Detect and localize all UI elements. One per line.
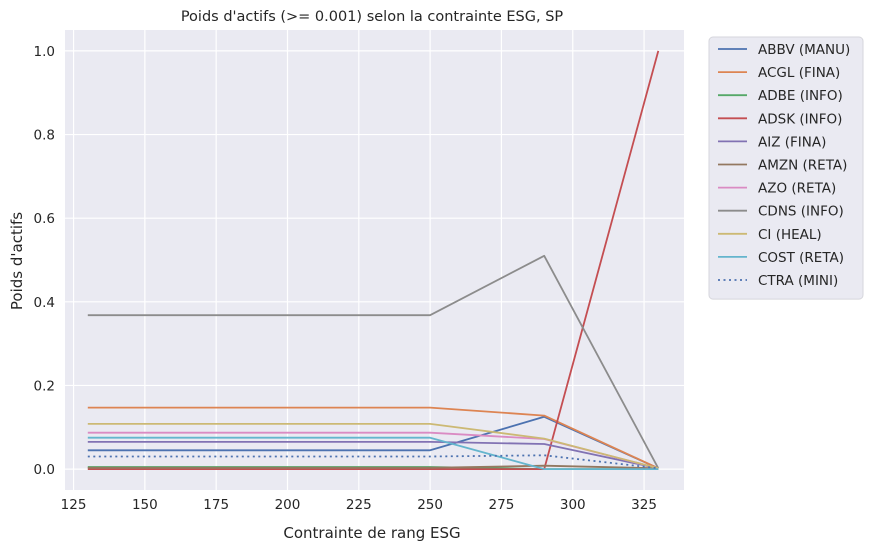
legend-label: ACGL (FINA) (758, 65, 840, 81)
legend-label: COST (RETA) (758, 250, 844, 266)
x-tick-label: 225 (346, 497, 372, 513)
y-tick-label: 0.8 (34, 128, 55, 144)
y-tick-label: 1.0 (34, 44, 55, 60)
series-line (87, 406, 659, 470)
axis-ticks: 125 150 175 200 225 250 275 300 325 0.0 0.2 0.4 0.6 0… (34, 44, 657, 513)
series-lines (87, 50, 660, 470)
legend: ABBV (MANU) ACGL (FINA) ADBE (INFO) ADSK (I… (708, 36, 864, 300)
legend-label: AMZN (RETA) (758, 158, 847, 174)
x-axis-label: Contrainte de rang ESG (283, 524, 460, 542)
x-tick-label: 175 (203, 497, 229, 513)
legend-label: CTRA (MINI) (758, 273, 838, 289)
legend-label: AZO (RETA) (758, 181, 836, 197)
y-tick-label: 0.2 (34, 378, 55, 394)
x-tick-label: 150 (132, 497, 158, 513)
x-tick-label: 200 (275, 497, 301, 513)
x-tick-label: 275 (489, 497, 515, 513)
plot-area (65, 30, 684, 490)
series-line (87, 464, 659, 470)
legend-label: CDNS (INFO) (758, 204, 844, 220)
series-line (87, 436, 659, 470)
legend-box (708, 36, 864, 300)
legend-label: ADBE (INFO) (758, 88, 843, 104)
series-line (87, 423, 659, 470)
legend-label: ABBV (MANU) (758, 42, 850, 58)
x-tick-label: 250 (417, 497, 443, 513)
grid-lines (65, 30, 684, 490)
chart-title: Poids d'actifs (>= 0.001) selon la contr… (181, 9, 564, 25)
x-tick-label: 125 (61, 497, 87, 513)
series-line (87, 441, 659, 470)
y-tick-label: 0.6 (34, 211, 55, 227)
series-line (87, 254, 660, 469)
series-line (87, 454, 659, 470)
legend-label: CI (HEAL) (758, 227, 822, 243)
x-tick-label: 300 (560, 497, 586, 513)
y-tick-label: 0.0 (34, 462, 55, 478)
series-line (87, 50, 660, 470)
y-axis-label: Poids d'actifs (8, 212, 26, 310)
y-tick-label: 0.4 (34, 295, 55, 311)
x-tick-label: 325 (631, 497, 657, 513)
legend-label: ADSK (INFO) (758, 111, 842, 127)
legend-label: AIZ (FINA) (758, 134, 826, 150)
